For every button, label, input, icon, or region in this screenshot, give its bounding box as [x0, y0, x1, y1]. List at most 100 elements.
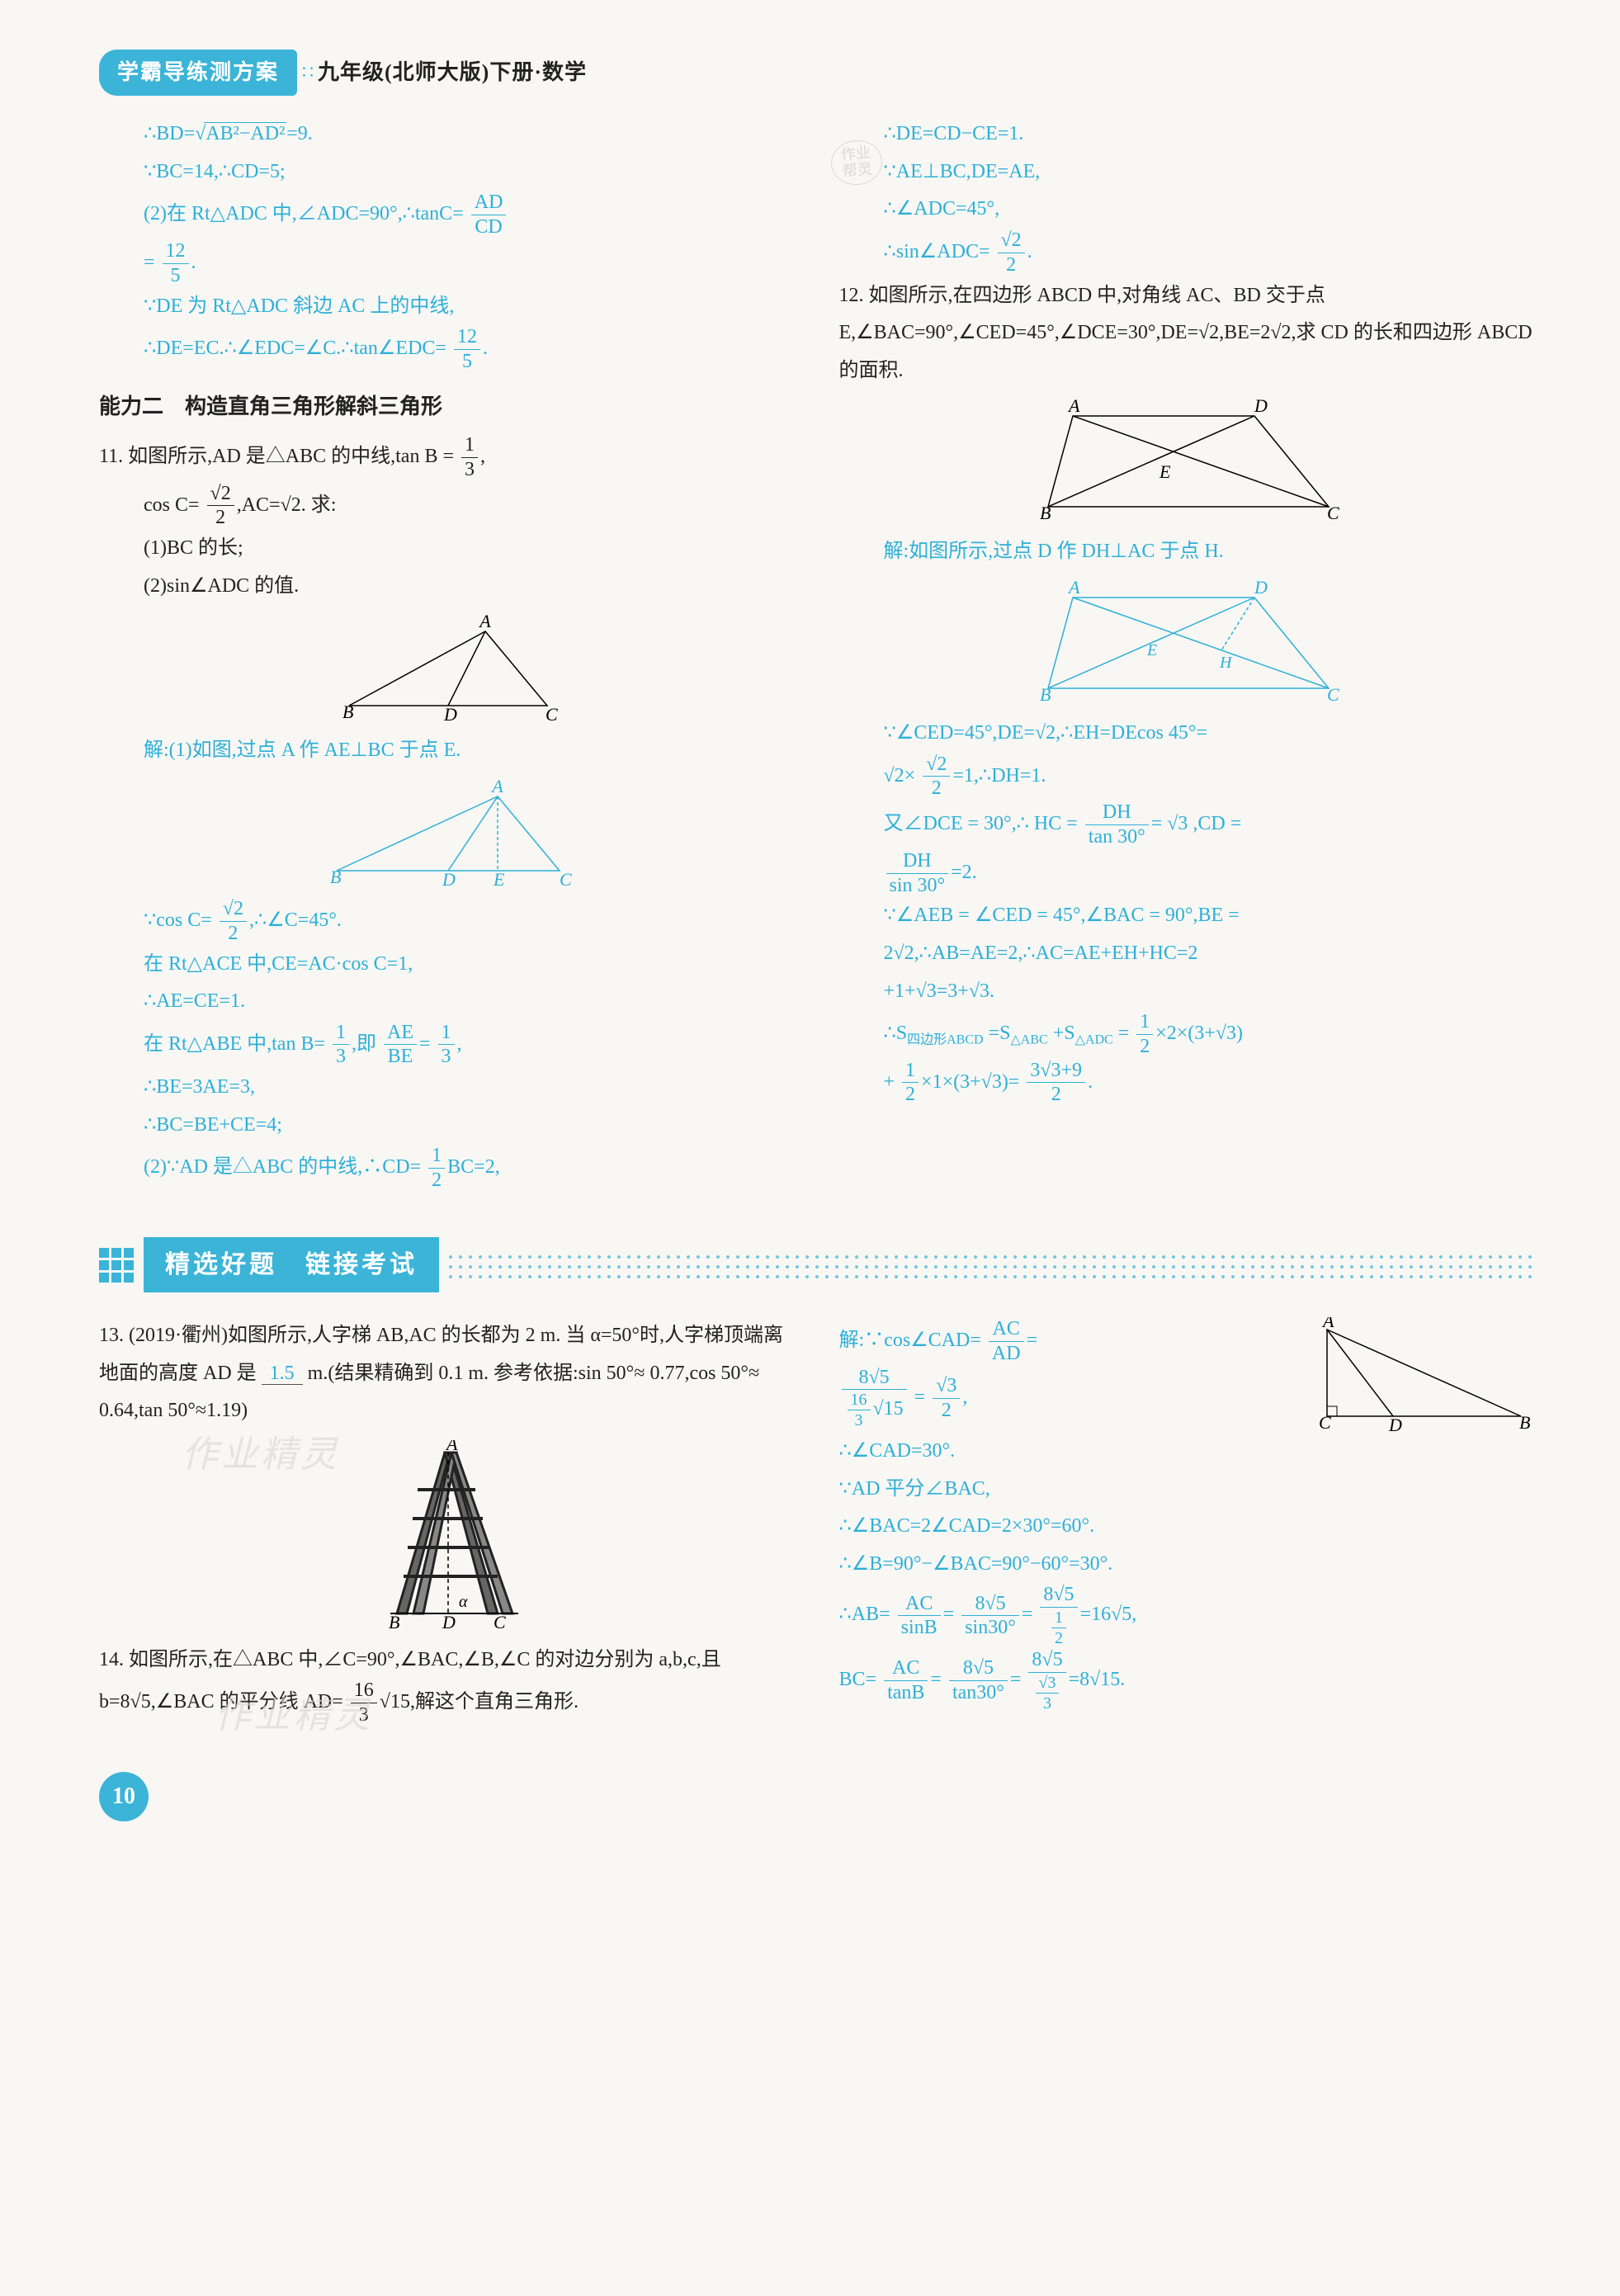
svg-text:B: B	[1519, 1412, 1530, 1433]
q11s1: ∵cos C=	[144, 909, 212, 931]
q12s2d: 2	[923, 777, 950, 801]
q14s7a: ∴AB=	[839, 1604, 890, 1625]
q11s4: 在 Rt△ABE 中,tan B=	[144, 1033, 325, 1055]
q12-figure1: A D B C E	[839, 399, 1538, 523]
lt-l6d: 5	[454, 350, 480, 374]
q12s8c: +S	[1053, 1023, 1075, 1044]
svg-text:α: α	[459, 1593, 468, 1611]
q12s1: ∵∠CED=45°,DE=√2,∴EH=DEcos 45°=	[884, 715, 1538, 753]
lt-l4d: 5	[163, 264, 189, 288]
q12s8d: =	[1118, 1023, 1130, 1044]
band-dots	[446, 1252, 1537, 1278]
svg-text:B: B	[1040, 503, 1051, 523]
q12s8de: 2	[1136, 1035, 1153, 1059]
q12s9n2: 3√3+9	[1027, 1059, 1085, 1084]
header-dots: ∷	[302, 57, 313, 87]
q14s6: ∴∠B=90°−∠BAC=90°−60°=30°.	[839, 1546, 1538, 1584]
svg-text:H: H	[1219, 654, 1233, 672]
q11-figure2: A B D E C	[99, 780, 798, 887]
q12s3d: tan 30°	[1085, 825, 1149, 849]
q14s3: ∴∠CAD=30°.	[839, 1433, 1538, 1471]
q14s8d3d: 3	[1036, 1694, 1060, 1713]
q14s1a: 解:∵cos∠CAD=	[839, 1330, 981, 1351]
top-columns: ∴BD=AB²−AD²=9. ∵BC=14,∴CD=5; (2)在 Rt△ADC…	[99, 116, 1537, 1204]
rt-l4a: ∴sin∠ADC=	[884, 241, 990, 262]
q12s4n: DH	[886, 849, 949, 874]
q13-blank: 1.5	[262, 1363, 303, 1385]
q11-stem2b: ,AC=√2. 求:	[237, 494, 337, 515]
rt-l2: ∵AE⊥BC,DE=AE,	[884, 154, 1538, 191]
q11: 11. 如图所示,AD 是△ABC 的中线,tan B = 13, cos C=…	[99, 433, 798, 1193]
svg-text:A: A	[479, 615, 492, 631]
lt-l3d: CD	[471, 215, 507, 239]
q11s4n: 1	[333, 1021, 349, 1046]
svg-text:A: A	[1321, 1317, 1334, 1331]
q12s4d: sin 30°	[886, 874, 949, 898]
q11s1b: ,∴∠C=45°.	[249, 909, 342, 931]
svg-text:A: A	[445, 1440, 458, 1454]
q14s7d3d: 2	[1051, 1628, 1066, 1648]
q14s7eq: =	[943, 1604, 955, 1625]
q11s4eq: =	[419, 1033, 431, 1055]
q12-figure2: A D B C E H	[839, 581, 1538, 705]
q11-triangle2-svg: A B D E C	[312, 780, 584, 887]
rt-l3: ∴∠ADC=45°,	[884, 191, 1538, 229]
q11s2: 在 Rt△ACE 中,CE=AC·cos C=1,	[144, 946, 798, 984]
q11s5: ∴BE=3AE=3,	[144, 1069, 798, 1107]
svg-text:C: C	[560, 869, 572, 887]
q11s1d: 2	[220, 922, 247, 946]
rt-l4dot: .	[1027, 241, 1032, 262]
lt-l4dot: .	[191, 252, 196, 273]
svg-text:C: C	[546, 704, 558, 722]
q14s2dot: ,	[962, 1387, 967, 1408]
q14s2d1b: 3	[848, 1410, 871, 1430]
q12s3b: = √3 ,CD =	[1151, 813, 1242, 834]
q14-triangle-svg: A C D B	[1306, 1317, 1537, 1433]
svg-text:A: A	[1067, 581, 1080, 598]
q14s7n3: 8√5	[1040, 1583, 1077, 1608]
bottom-left: 作业精灵 作业精灵 13. (2019·衢州)如图所示,人字梯 AB,AC 的长…	[99, 1317, 798, 1739]
q11-stem2a: cos C=	[144, 494, 200, 515]
q12s8sub2: △ABC	[1010, 1033, 1047, 1047]
lt-l1a: ∴BD=	[144, 123, 195, 144]
q14s8d3n: √3	[1036, 1673, 1060, 1694]
q14s1d: AD	[989, 1342, 1024, 1366]
q11-figure1: A B D C	[99, 615, 798, 722]
q12s3n: DH	[1085, 801, 1149, 825]
left-column: ∴BD=AB²−AD²=9. ∵BC=14,∴CD=5; (2)在 Rt△ADC…	[99, 116, 798, 1204]
q11s4n3: 1	[438, 1021, 455, 1046]
svg-text:E: E	[493, 869, 505, 887]
q14s2eq: =	[914, 1387, 926, 1408]
right-column: 作业 帮灵 ∴DE=CD−CE=1. ∵AE⊥BC,DE=AE, ∴∠ADC=4…	[839, 116, 1538, 1204]
q14-row: 解:∵cos∠CAD= ACAD= 8√5 163√15 = √32,	[839, 1317, 1538, 1433]
q12-quad-svg: A D B C E	[1023, 399, 1353, 523]
q12: 12. 如图所示,在四边形 ABCD 中,对角线 AC、BD 交于点 E,∠BA…	[839, 277, 1538, 1108]
q12s3a: 又∠DCE = 30°,∴ HC =	[884, 813, 1078, 834]
svg-text:D: D	[443, 704, 457, 722]
q11-s1d: 3	[461, 458, 478, 482]
band-squares-icon	[99, 1248, 134, 1283]
q11-triangle-svg: A B D C	[324, 615, 572, 722]
ladder-svg: A B D C α	[357, 1440, 539, 1630]
q12-quad2-svg: A D B C E H	[1023, 581, 1353, 705]
stamp2: 帮灵	[842, 161, 873, 180]
q11s7: (2)∵AD 是△ABC 的中线,∴CD=	[144, 1156, 421, 1178]
q14s8n2: 8√5	[949, 1656, 1008, 1681]
q11-solution: ∵cos C= √22,∴∠C=45°. 在 Rt△ACE 中,CE=AC·co…	[99, 897, 798, 1193]
q12s2a: √2×	[884, 764, 916, 786]
q14s8eq2: =	[1010, 1669, 1022, 1690]
q12s9d2: 2	[1027, 1083, 1085, 1107]
section-band: 精选好题 链接考试	[99, 1237, 1537, 1292]
q12s8b: =S	[989, 1023, 1011, 1044]
q12s8a: ∴S	[884, 1023, 908, 1044]
q14s8n3: 8√5	[1028, 1648, 1065, 1673]
q11s4n2: AE	[384, 1021, 417, 1046]
q14s2d1a: 16	[848, 1390, 871, 1410]
q14-sol-rest: ∴∠CAD=30°. ∵AD 平分∠BAC, ∴∠BAC=2∠CAD=2×30°…	[839, 1433, 1538, 1713]
q12s9b: ×1×(3+√3)=	[921, 1071, 1019, 1093]
left-top-solution: ∴BD=AB²−AD²=9. ∵BC=14,∴CD=5; (2)在 Rt△ADC…	[99, 116, 798, 374]
q12s9n: 1	[902, 1059, 919, 1084]
q14s7d2: sin30°	[961, 1616, 1019, 1640]
q14n: 16	[351, 1679, 377, 1703]
q12s2b: =1,∴DH=1.	[952, 764, 1046, 786]
